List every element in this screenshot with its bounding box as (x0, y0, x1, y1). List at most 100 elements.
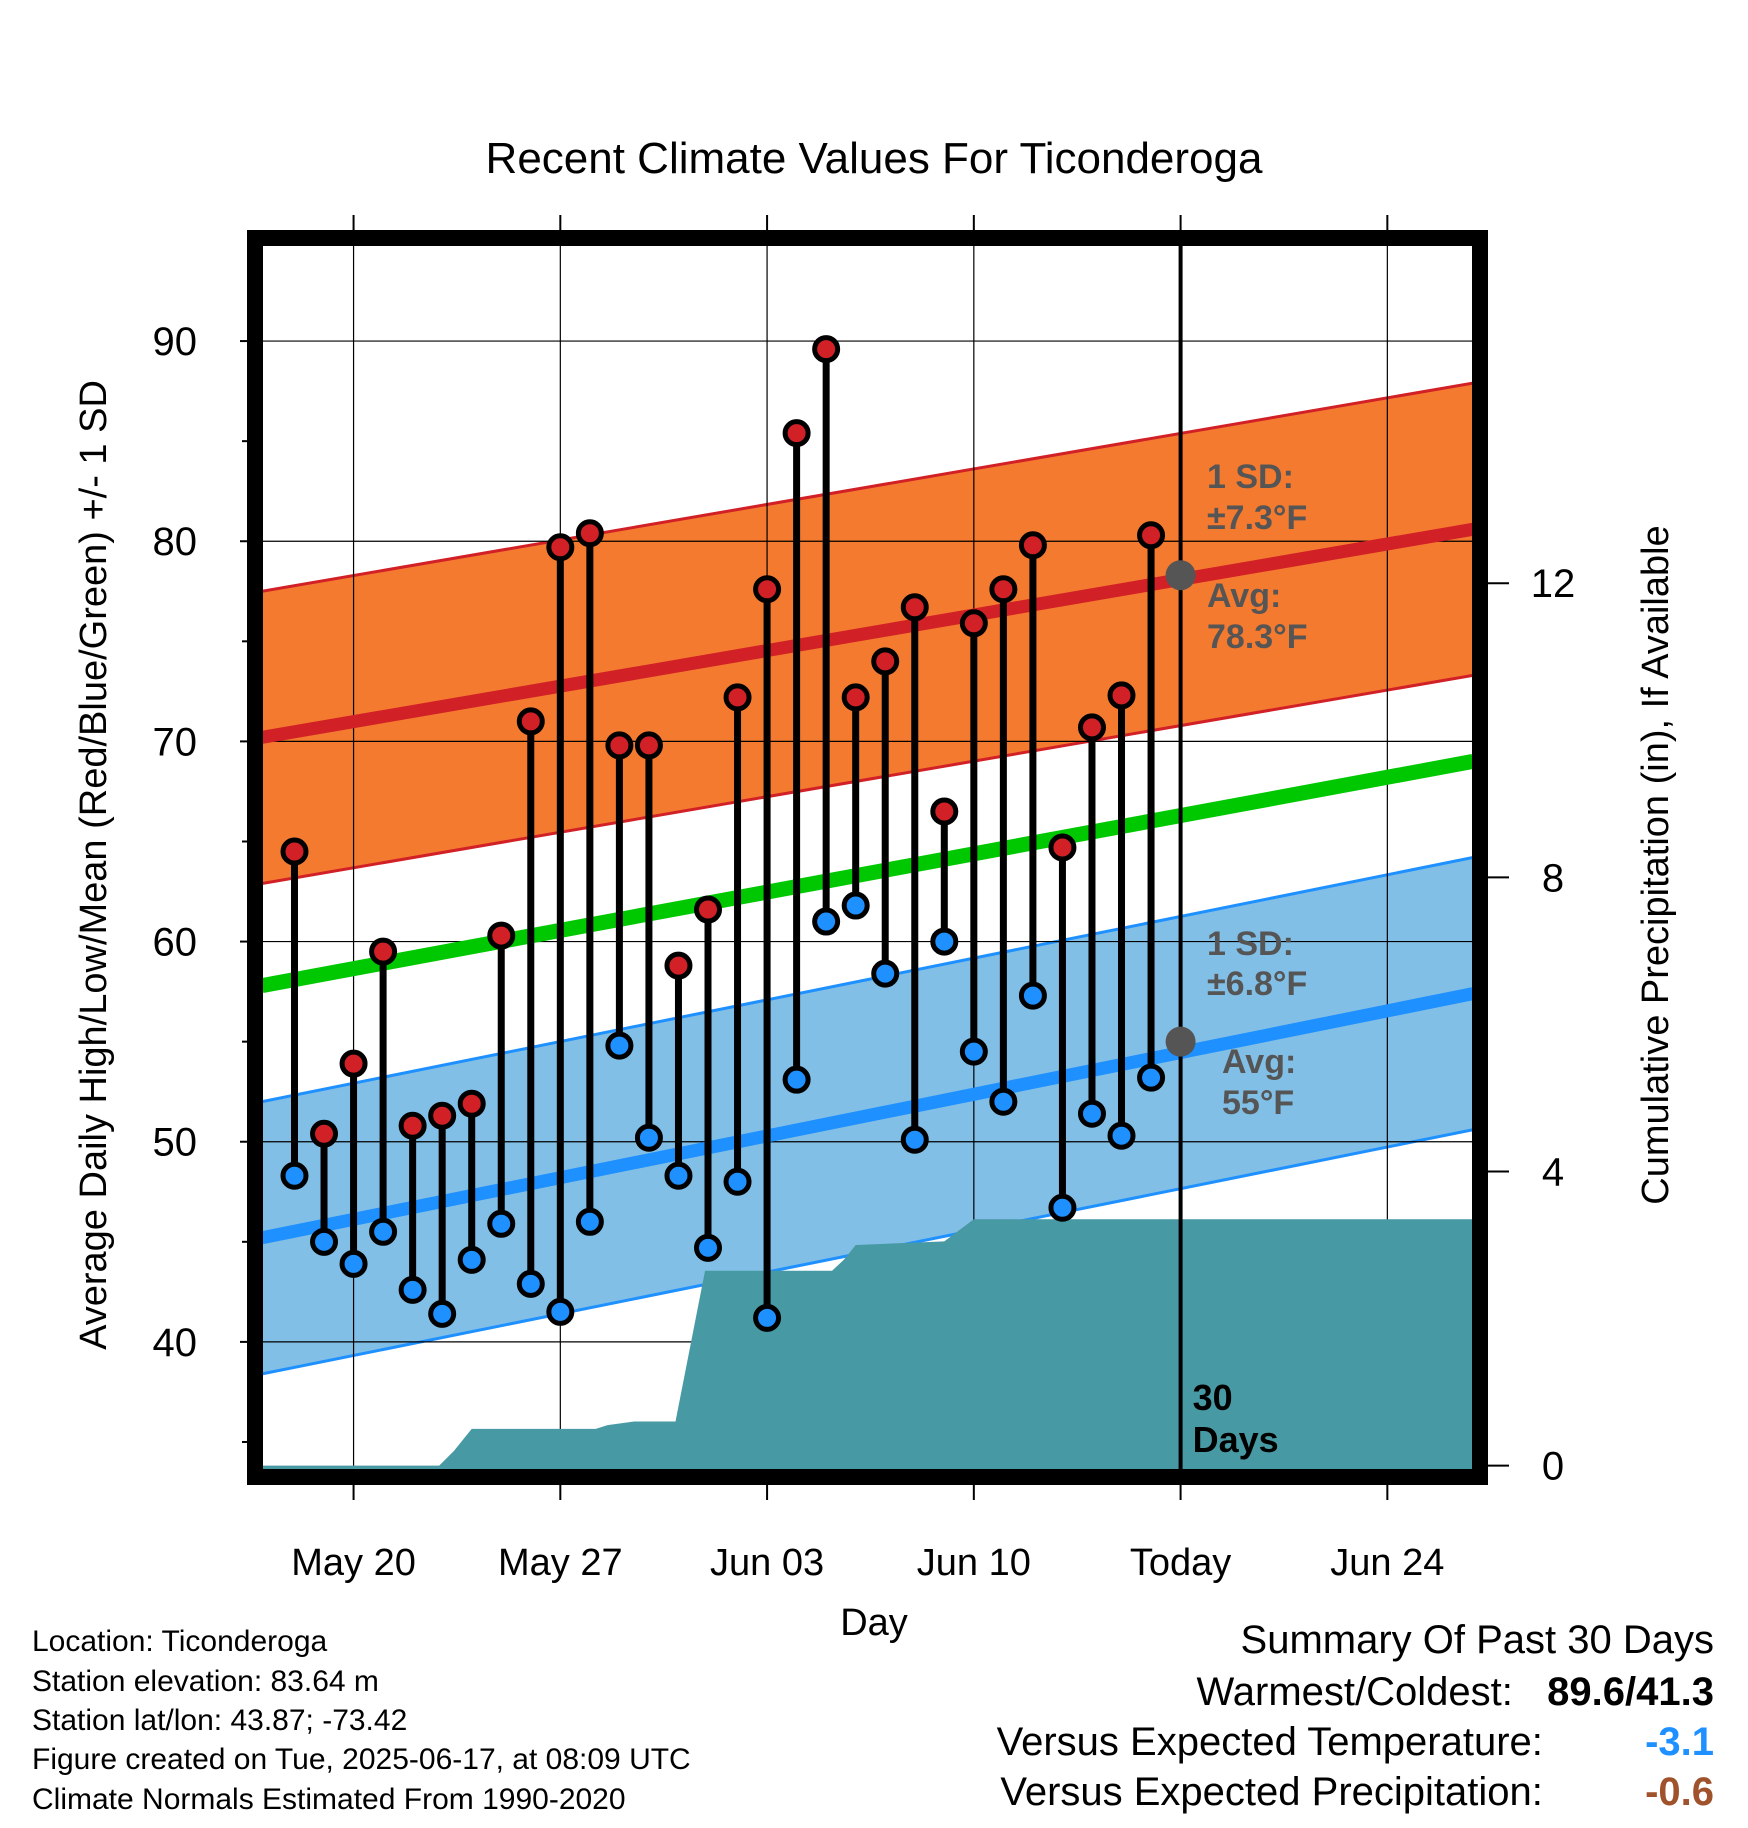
obs-high-point (487, 921, 516, 950)
obs-high-point (812, 335, 841, 364)
obs-high-point (900, 593, 929, 622)
x-tick-label: May 27 (498, 1542, 623, 1584)
info-normals: Climate Normals Estimated From 1990-2020 (32, 1783, 626, 1816)
plot-border (247, 230, 1488, 1485)
obs-low-point (605, 1031, 634, 1060)
obs-high-point (1077, 713, 1106, 742)
obs-high-point (310, 1119, 339, 1148)
y-tick-label: 80 (153, 520, 198, 564)
low-band-upper-edge (262, 856, 1473, 1104)
obs-low-point (1107, 1121, 1136, 1150)
obs-low-point (1077, 1099, 1106, 1128)
precipitation-layer (262, 1219, 1473, 1470)
obs-low-point (782, 1065, 811, 1094)
high-band-lower-edge (262, 673, 1473, 885)
axes-layer: 40 50 60 70 80 90 0 4 8 12 May 20 May 27 Jun 03 Jun 1… (153, 215, 1575, 1584)
obs-low-point (930, 927, 959, 956)
low-avg-value: 55°F (1222, 1084, 1294, 1122)
high-sd-value: ±7.3°F (1207, 499, 1307, 537)
warm-cold-label: Warmest/Coldest: (1196, 1670, 1513, 1714)
obs-low-point (369, 1217, 398, 1246)
precip-value: -0.6 (1645, 1770, 1714, 1814)
high-avg-marker (1165, 560, 1196, 591)
y-tick-label: 60 (153, 921, 198, 965)
high-sd-label: 1 SD: (1207, 458, 1294, 496)
obs-low-point (339, 1249, 368, 1278)
summary-title: Summary Of Past 30 Days (1241, 1618, 1714, 1663)
window-label-count: 30 (1193, 1377, 1233, 1418)
obs-low-point (871, 959, 900, 988)
warm-cold-value: 89.6/41.3 (1547, 1670, 1714, 1714)
obs-low-point (959, 1037, 988, 1066)
summary-temperature: Versus Expected Temperature: -3.1 (997, 1720, 1714, 1765)
info-created: Figure created on Tue, 2025-06-17, at 08… (32, 1743, 691, 1776)
obs-high-point (664, 951, 693, 980)
low-avg-label: Avg: (1222, 1043, 1296, 1081)
obs-high-point (369, 937, 398, 966)
obs-low-point (900, 1125, 929, 1154)
info-elevation: Station elevation: 83.64 m (32, 1665, 379, 1698)
obs-high-point (546, 533, 575, 562)
obs-high-point (959, 609, 988, 638)
low-normal-line (262, 987, 1473, 1245)
obs-low-point (664, 1161, 693, 1190)
high-avg-label: Avg: (1207, 577, 1281, 615)
high-normal-line (262, 522, 1473, 744)
x-tick-label: Jun 10 (917, 1542, 1031, 1584)
obs-low-point (723, 1167, 752, 1196)
x-tick-label: Jun 24 (1330, 1542, 1444, 1584)
low-avg-marker (1165, 1026, 1196, 1057)
info-location: Location: Ticonderoga (32, 1625, 328, 1658)
x-axis-label: Day (840, 1602, 908, 1644)
high-avg-value: 78.3°F (1207, 618, 1308, 656)
obs-low-point (575, 1207, 604, 1236)
obs-low-point (398, 1275, 427, 1304)
obs-low-point (310, 1227, 339, 1256)
y-tick-label: 40 (153, 1321, 198, 1365)
obs-low-point (546, 1297, 575, 1326)
normal-lines (262, 522, 1473, 1245)
obs-high-point (989, 575, 1018, 604)
obs-high-point (930, 797, 959, 826)
x-tick-label: Jun 03 (710, 1542, 824, 1584)
obs-low-point (1137, 1063, 1166, 1092)
temp-label: Versus Expected Temperature: (996, 1720, 1543, 1764)
x-tick-label: Today (1130, 1542, 1231, 1584)
summary-warm-cold: Warmest/Coldest: 89.6/41.3 (1197, 1670, 1715, 1715)
obs-high-point (1048, 833, 1077, 862)
obs-low-point (457, 1245, 486, 1274)
obs-high-point (339, 1049, 368, 1078)
obs-high-point (280, 837, 309, 866)
obs-high-point (871, 647, 900, 676)
info-latlon: Station lat/lon: 43.87; -73.42 (32, 1704, 408, 1737)
obs-high-point (1107, 681, 1136, 710)
mean-normal-line (262, 754, 1473, 993)
obs-high-point (428, 1101, 457, 1130)
chart-title: Recent Climate Values For Ticonderoga (486, 134, 1263, 183)
low-sd-label: 1 SD: (1207, 925, 1294, 963)
obs-high-point (634, 731, 663, 760)
y2-tick-label: 8 (1542, 856, 1564, 900)
obs-high-point (753, 575, 782, 604)
y2-axis-label: Cumulative Precipitation (in), If Availa… (1635, 525, 1677, 1204)
obs-low-point (841, 891, 870, 920)
y-tick-label: 90 (153, 320, 198, 364)
high-band-upper-edge (262, 381, 1473, 593)
obs-low-point (487, 1209, 516, 1238)
x-tick-label: May 20 (291, 1542, 416, 1584)
obs-low-point (1018, 981, 1047, 1010)
low-sd-value: ±6.8°F (1207, 965, 1307, 1003)
obs-high-point (723, 683, 752, 712)
obs-high-point (841, 683, 870, 712)
obs-low-point (516, 1269, 545, 1298)
obs-high-point (575, 519, 604, 548)
obs-high-point (516, 707, 545, 736)
obs-high-point (457, 1089, 486, 1118)
observations-layer (280, 335, 1166, 1332)
y-axis-label: Average Daily High/Low/Mean (Red/Blue/Gr… (73, 380, 115, 1350)
obs-low-point (1048, 1193, 1077, 1222)
obs-high-point (1137, 521, 1166, 550)
obs-low-point (753, 1303, 782, 1332)
